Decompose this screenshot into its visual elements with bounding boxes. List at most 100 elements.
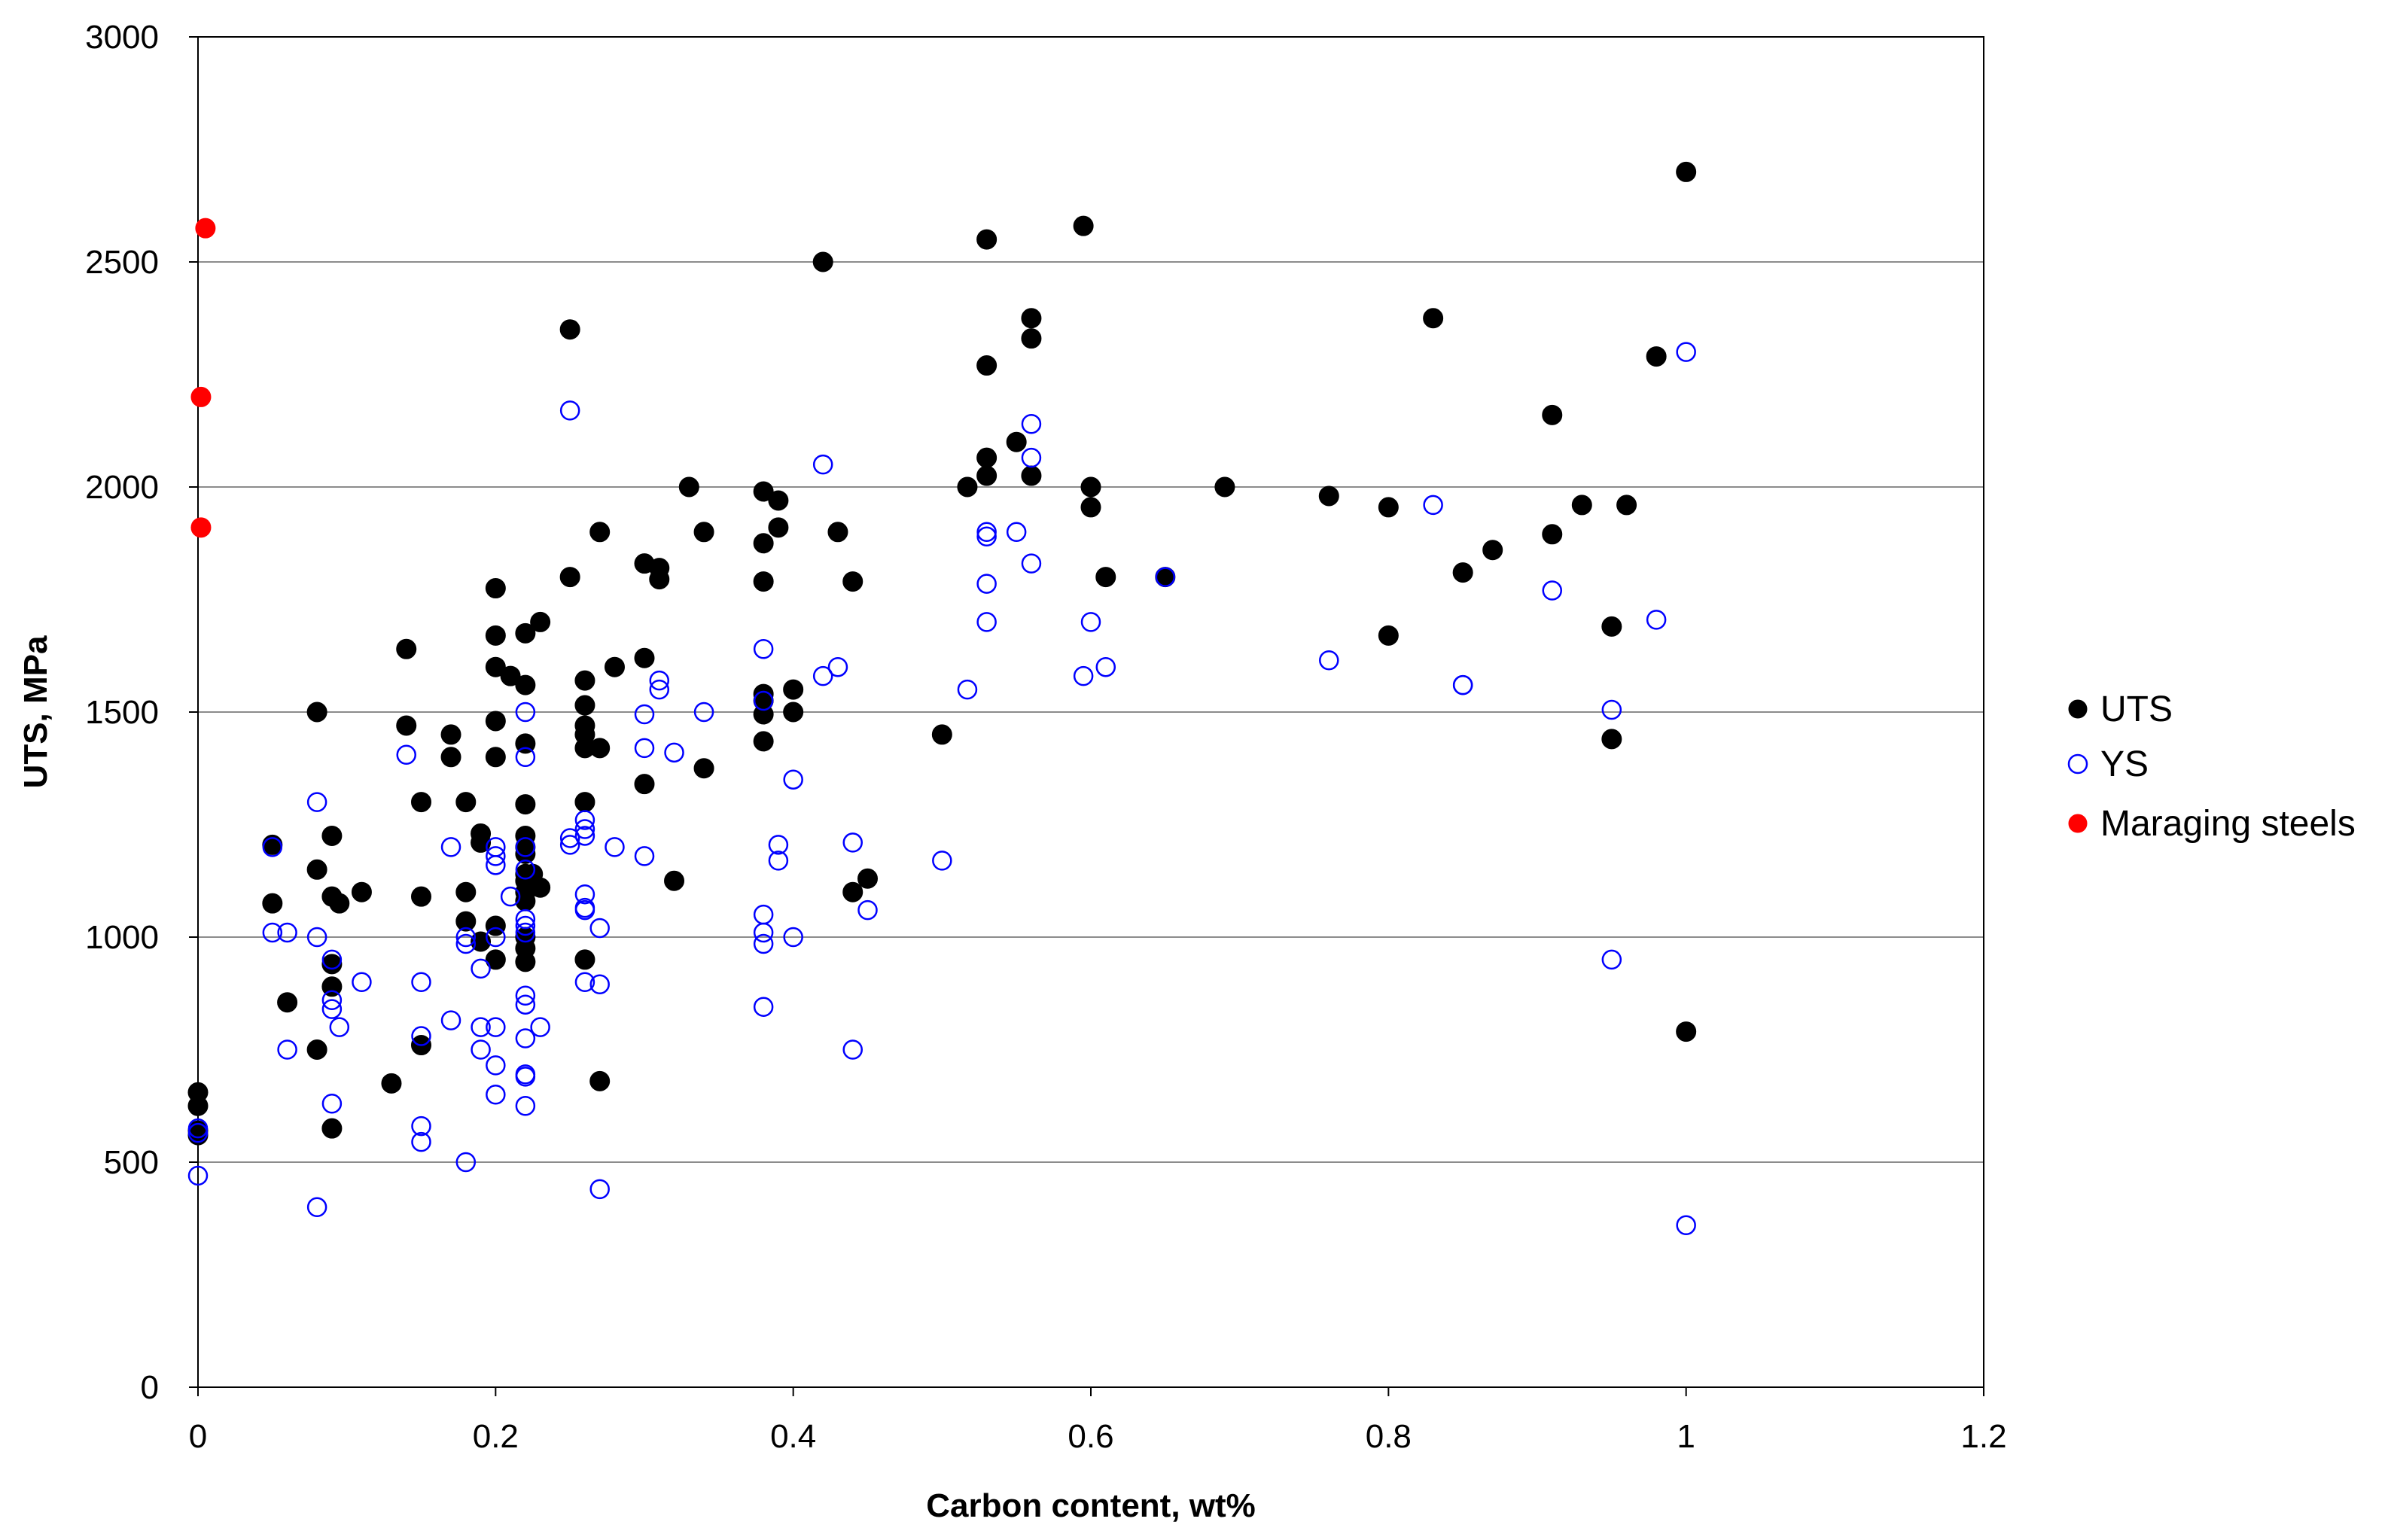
data-point xyxy=(262,893,283,914)
data-point xyxy=(857,899,878,921)
data-point xyxy=(485,949,506,970)
data-point xyxy=(1601,616,1622,637)
x-tick-label: 1.2 xyxy=(1960,1418,2006,1455)
legend-marker xyxy=(2068,814,2088,833)
data-point xyxy=(693,702,714,723)
data-point xyxy=(485,915,506,936)
data-point xyxy=(589,1179,610,1200)
data-point xyxy=(1073,215,1094,236)
data-point xyxy=(515,908,536,930)
data-point xyxy=(976,574,997,594)
legend-label: YS xyxy=(2100,744,2149,784)
data-point xyxy=(1080,476,1101,498)
data-point xyxy=(649,670,670,691)
data-point xyxy=(306,702,327,723)
data-point xyxy=(1378,625,1399,646)
data-point xyxy=(440,724,461,745)
data-point xyxy=(753,690,774,711)
data-point xyxy=(321,990,343,1010)
data-point xyxy=(634,738,655,759)
data-point xyxy=(306,859,327,880)
data-point xyxy=(574,972,595,993)
x-tick-label: 1 xyxy=(1677,1418,1695,1455)
data-point xyxy=(827,522,848,543)
data-points xyxy=(187,161,1697,1235)
data-point xyxy=(1318,485,1339,507)
data-point xyxy=(976,447,998,468)
data-point xyxy=(515,702,536,723)
data-point xyxy=(842,832,863,853)
data-point xyxy=(1021,465,1042,486)
data-point xyxy=(262,837,283,857)
data-point xyxy=(1095,656,1116,677)
data-point xyxy=(1021,308,1042,329)
data-point xyxy=(411,792,431,813)
y-tick-label: 2500 xyxy=(85,244,159,281)
data-point xyxy=(574,695,595,716)
data-point xyxy=(1482,540,1503,561)
data-point xyxy=(559,567,580,588)
data-point xyxy=(1676,1215,1696,1235)
data-point xyxy=(440,837,461,857)
data-point xyxy=(753,571,774,592)
x-tick-label: 0 xyxy=(189,1418,207,1455)
data-point xyxy=(693,522,714,543)
data-point xyxy=(589,522,611,543)
data-point xyxy=(753,533,774,554)
data-point xyxy=(485,625,506,646)
data-point xyxy=(351,881,372,902)
data-point xyxy=(957,476,978,498)
data-point xyxy=(515,915,536,936)
data-point xyxy=(1021,553,1042,574)
data-point xyxy=(1095,567,1116,588)
data-point xyxy=(976,355,998,376)
data-point xyxy=(1601,729,1622,750)
data-point xyxy=(783,702,804,723)
data-point xyxy=(187,1118,209,1139)
x-axis-title: Carbon content, wt% xyxy=(926,1487,1256,1524)
data-point xyxy=(634,846,655,866)
data-point xyxy=(306,1039,327,1060)
data-point xyxy=(1646,610,1667,630)
data-point xyxy=(753,481,774,502)
x-axis-tick-labels: 0 0.2 0.4 0.6 0.8 1 1.2 xyxy=(189,1387,2007,1455)
legend-marker xyxy=(2067,753,2088,775)
legend-marker xyxy=(2068,699,2088,719)
data-point xyxy=(485,578,506,599)
data-point xyxy=(768,851,789,871)
data-point xyxy=(957,679,978,700)
data-point xyxy=(1676,1021,1697,1042)
data-point xyxy=(1676,161,1697,182)
data-point xyxy=(753,933,774,954)
data-point xyxy=(1021,447,1042,468)
data-point xyxy=(1378,497,1399,518)
data-point xyxy=(187,1165,209,1186)
data-point xyxy=(857,868,878,889)
data-point xyxy=(604,656,625,677)
data-point xyxy=(1423,495,1443,516)
data-point xyxy=(486,1055,506,1076)
data-point xyxy=(976,522,997,543)
data-point xyxy=(1452,674,1473,695)
data-point xyxy=(530,611,551,632)
data-point xyxy=(768,835,789,855)
data-point xyxy=(306,927,327,948)
data-point xyxy=(589,974,610,995)
data-point xyxy=(1676,342,1696,362)
data-point xyxy=(262,922,283,943)
data-point xyxy=(574,810,595,830)
data-point xyxy=(932,851,952,871)
data-point xyxy=(455,1152,477,1173)
data-point xyxy=(486,1085,506,1105)
data-point xyxy=(381,1073,402,1094)
data-point xyxy=(187,1122,209,1143)
data-point xyxy=(1542,524,1563,545)
y-tick-label: 3000 xyxy=(85,19,159,56)
data-point xyxy=(321,954,343,975)
x-tick-label: 0.6 xyxy=(1068,1418,1113,1455)
data-point xyxy=(187,1095,209,1116)
data-point xyxy=(329,1017,350,1037)
data-point xyxy=(485,747,506,768)
